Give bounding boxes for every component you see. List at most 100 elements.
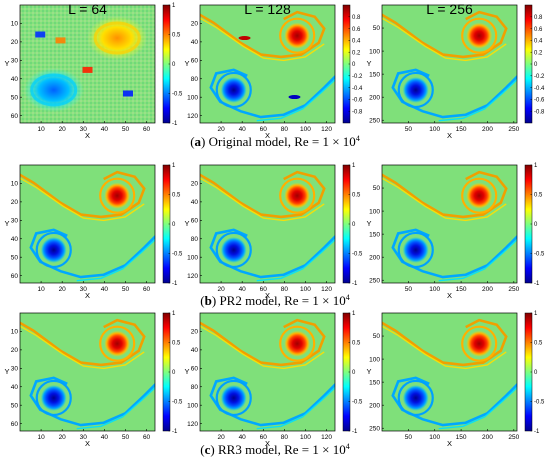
axes-frame: [199, 164, 336, 284]
colorbar-tick-label: 0.5: [534, 341, 543, 347]
y-tick-label: 60: [191, 218, 199, 225]
negative-filament: [391, 68, 517, 119]
negative-filament: [29, 376, 155, 427]
y-axis-label: Y: [184, 59, 189, 68]
vortex-negative: [402, 76, 429, 103]
field-background: [200, 5, 335, 123]
colorbar-tick-label: 0: [172, 370, 176, 376]
colorbar-tick-label: 0.2: [534, 50, 543, 56]
caption-c: (c) RR3 model, Re = 1 × 104: [200, 442, 350, 457]
positive-filament: [200, 170, 326, 219]
vortex-positive: [466, 182, 493, 209]
negative-filament: [209, 228, 335, 279]
colorbar-tick-label: 0.8: [352, 15, 361, 21]
panel-r1-c2: 20 40 60 80 100 120 20 40 60 80 100 120 X Y 0.8 0.6 0.4 0…: [184, 4, 363, 140]
x-tick-label: 80: [281, 126, 289, 133]
colorbar-tick-label: 0: [352, 370, 356, 376]
colorbar-tick-label: 1: [172, 311, 176, 317]
y-tick-label: 50: [373, 185, 381, 192]
x-tick-label: 60: [143, 126, 151, 133]
vortex-positive: [466, 22, 493, 49]
y-tick-label: 80: [191, 76, 199, 83]
y-tick-label: 100: [369, 208, 380, 215]
x-tick-label: 100: [300, 286, 311, 293]
positive-filament: [20, 318, 146, 367]
x-axis-label: X: [447, 439, 452, 448]
vortex-negative: [220, 384, 247, 411]
panel-r3-c3: 50 100 150 200 250 50 100 150 200 250 X Y 1 0.5 0 -0.5 -…: [366, 311, 545, 448]
colorbar-tick-label: -0.5: [352, 400, 363, 406]
positive-filament: [382, 318, 508, 367]
y-tick-label: 250: [369, 117, 380, 124]
panel-r2-c1: 10 20 30 40 50 60 10 20 30 40 50 60 X Y 1 0.5 0 -0.5 -1: [4, 163, 183, 300]
positive-filament: [200, 318, 326, 367]
colorbar-tick-label: 0: [534, 222, 538, 228]
panel-r1-c1: 10 20 30 40 50 60 10 20 30 40 50 60 X Y 1 0.5 0 -0.5 -1: [4, 3, 183, 140]
y-axis-label: Y: [366, 219, 371, 228]
column-title-1: L = 64: [68, 1, 107, 17]
y-tick-label: 10: [11, 181, 19, 188]
axes-frame: [381, 312, 518, 432]
y-tick-label: 120: [187, 421, 198, 428]
y-tick-label: 200: [369, 254, 380, 261]
y-tick-label: 200: [369, 402, 380, 409]
colorbar-tick-label: 0: [172, 62, 176, 68]
colorbar-tick-label: 0.6: [534, 27, 543, 33]
y-tick-label: 120: [187, 113, 198, 120]
x-tick-label: 150: [456, 434, 467, 441]
colorbar-tick-label: -0.8: [534, 109, 545, 115]
x-tick-label: 10: [37, 434, 45, 441]
x-tick-label: 10: [37, 286, 45, 293]
colorbar-tick-label: 0: [172, 222, 176, 228]
x-tick-label: 40: [101, 126, 109, 133]
colorbar-tick-label: -0.6: [534, 98, 545, 104]
field-background: [20, 313, 155, 431]
colorbar-tick-label: 0: [352, 222, 356, 228]
colorbar-tick-label: 0.8: [534, 15, 543, 21]
y-tick-label: 30: [11, 366, 19, 373]
y-tick-label: 40: [191, 39, 199, 46]
colorbar-tick-label: -1: [534, 429, 540, 435]
y-tick-label: 60: [11, 273, 19, 280]
colorbar-tick-label: -1: [172, 121, 178, 127]
y-tick-label: 30: [11, 218, 19, 225]
x-tick-label: 80: [281, 434, 289, 441]
x-tick-label: 100: [300, 126, 311, 133]
x-tick-label: 60: [260, 126, 268, 133]
y-tick-label: 10: [11, 21, 19, 28]
colorbar-tick-label: 0.5: [172, 193, 181, 199]
x-tick-label: 40: [239, 286, 247, 293]
y-tick-label: 10: [11, 329, 19, 336]
x-tick-label: 120: [321, 126, 332, 133]
x-tick-label: 10: [37, 126, 45, 133]
colorbar-tick-label: 1: [352, 311, 356, 317]
colorbar-tick-label: -0.4: [534, 86, 545, 92]
vortex-negative: [220, 236, 247, 263]
colorbar-tick-label: 0.5: [172, 341, 181, 347]
y-tick-label: 80: [191, 384, 199, 391]
colorbar-tick-label: 1: [172, 163, 176, 169]
x-tick-label: 200: [482, 286, 493, 293]
colorbar-tick-label: 0.5: [534, 193, 543, 199]
vortex-positive: [104, 330, 131, 357]
column-title-2: L = 128: [244, 1, 291, 17]
x-tick-label: 80: [281, 286, 289, 293]
panel-r2-c3: 50 100 150 200 250 50 100 150 200 250 X Y 1 0.5 0 -0.5 -…: [366, 163, 545, 300]
x-axis-label: X: [265, 439, 270, 448]
y-tick-label: 60: [11, 113, 19, 120]
y-tick-label: 20: [11, 199, 19, 206]
field-background: [200, 165, 335, 283]
x-tick-label: 100: [300, 434, 311, 441]
x-tick-label: 250: [508, 286, 519, 293]
colorbar-tick-label: -1: [172, 281, 178, 287]
x-tick-label: 200: [482, 126, 493, 133]
colorbar-tick-label: 0: [534, 62, 538, 68]
y-tick-label: 50: [373, 333, 381, 340]
colorbar-tick-label: 0.5: [352, 341, 361, 347]
colorbar-tick-label: -0.6: [352, 98, 363, 104]
x-tick-label: 200: [482, 434, 493, 441]
colorbar-tick-label: 0.4: [534, 39, 543, 45]
y-axis-label: Y: [366, 59, 371, 68]
panel-r3-c2: 20 40 60 80 100 120 20 40 60 80 100 120 X Y 1 0.5 0 -0.5 -…: [184, 311, 363, 448]
